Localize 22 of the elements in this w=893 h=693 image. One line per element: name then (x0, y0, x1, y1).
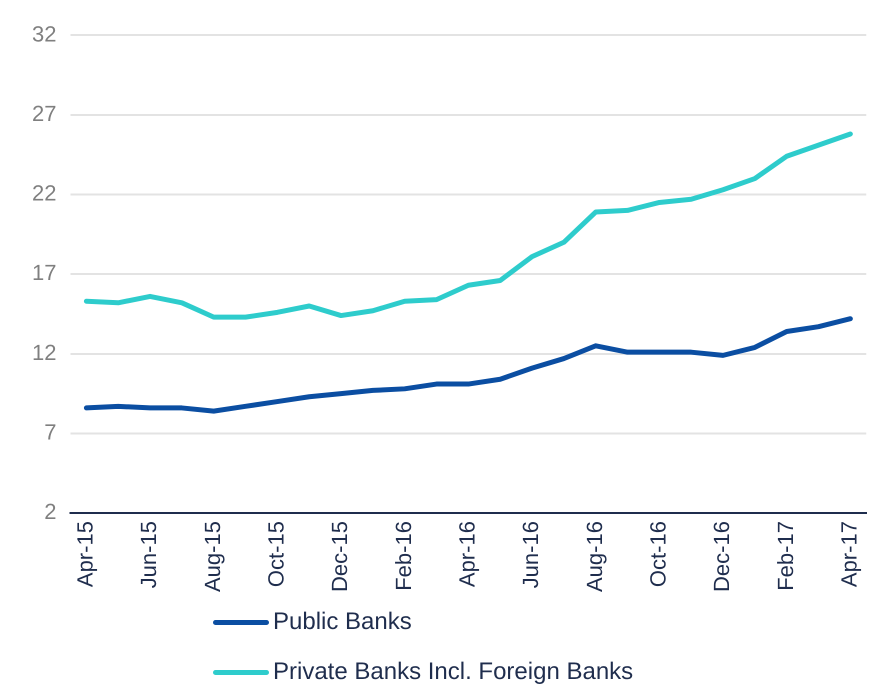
y-tick-label: 17 (32, 260, 56, 286)
x-tick-label: Jun-16 (518, 521, 544, 588)
x-tick-label: Oct-16 (645, 521, 670, 588)
x-tick-label: Apr-17 (836, 521, 862, 588)
y-tick-label: 7 (44, 419, 56, 444)
x-tick-label: Oct-15 (263, 521, 288, 588)
x-tick-label: Jun-15 (136, 521, 162, 588)
y-tick-label: 27 (32, 100, 56, 126)
x-tick-label: Aug-16 (582, 521, 607, 592)
y-tick-label: 2 (44, 499, 56, 524)
y-tick-label: 12 (32, 340, 56, 365)
legend-label: Private Banks Incl. Foreign Banks (273, 658, 634, 686)
x-tick-label: Aug-15 (200, 521, 225, 592)
y-tick-label: 22 (32, 180, 56, 206)
x-tick-label: Dec-16 (709, 521, 734, 592)
x-tick-label: Apr-16 (454, 521, 480, 588)
x-tick-label: Feb-16 (390, 521, 416, 591)
x-tick-label: Feb-17 (772, 521, 798, 591)
y-tick-label: 32 (32, 21, 56, 46)
x-tick-label: Dec-15 (327, 521, 352, 592)
legend-label: Public Banks (273, 608, 412, 636)
x-tick-label: Apr-15 (72, 521, 98, 588)
